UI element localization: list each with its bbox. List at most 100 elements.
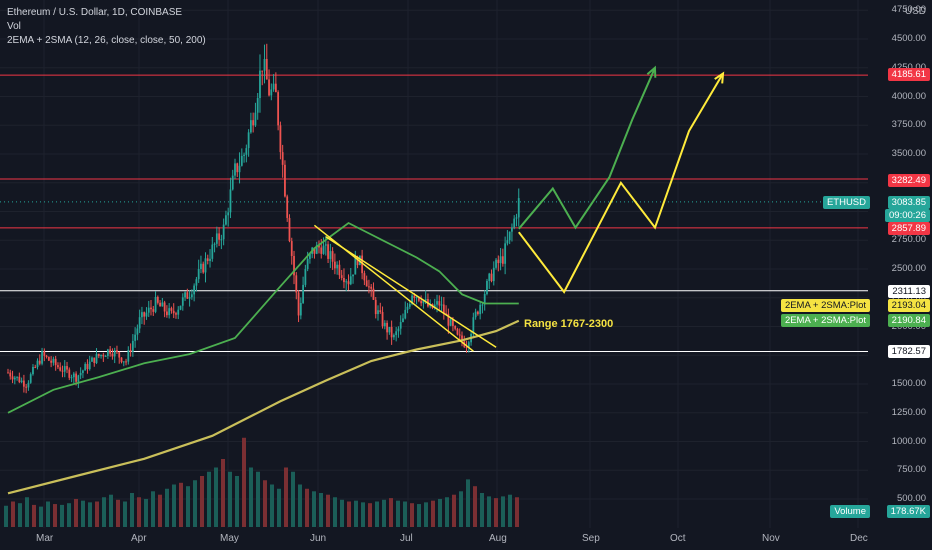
candle-body <box>97 353 100 357</box>
candle-body <box>263 58 266 71</box>
candle-body <box>213 243 216 245</box>
candle-body <box>338 264 341 276</box>
candle-body <box>195 279 198 286</box>
price-tick-label: 4000.00 <box>891 90 926 102</box>
candle-body <box>331 251 334 262</box>
candle-body <box>345 281 348 283</box>
volume-bar <box>424 502 428 527</box>
candle-body <box>211 244 214 259</box>
candle-body <box>499 256 502 264</box>
candle-body <box>32 366 34 375</box>
volume-bar <box>158 494 162 527</box>
candle-body <box>54 358 57 366</box>
candle-body <box>424 298 427 301</box>
candle-body <box>27 382 30 388</box>
candle-body <box>327 244 329 259</box>
candle-body <box>274 83 277 93</box>
volume-bar <box>228 471 232 527</box>
candle-body <box>29 374 32 383</box>
candle-body <box>202 263 205 273</box>
volume-bar <box>221 459 225 527</box>
candle-body <box>36 360 39 368</box>
candle-body <box>166 311 168 316</box>
price-tick-label: 4750.00 <box>891 4 926 16</box>
candle-body <box>329 251 332 259</box>
candle-body <box>390 326 393 338</box>
candle-body <box>411 295 413 304</box>
candle-body <box>297 292 300 316</box>
candle-body <box>279 125 282 153</box>
candle-body <box>234 163 236 176</box>
projection-yellow <box>518 72 724 294</box>
candle-body <box>111 353 114 357</box>
volume-bar <box>382 499 386 527</box>
volume-bar <box>494 498 498 527</box>
volume-bar <box>214 467 218 527</box>
candle-body <box>436 301 438 305</box>
candle-body <box>492 267 495 282</box>
candle-body <box>222 224 225 240</box>
volume-bar <box>305 488 309 527</box>
candle-body <box>256 98 259 113</box>
volume-bar <box>263 480 267 527</box>
candle-body <box>161 302 164 307</box>
candle-body <box>204 258 207 273</box>
candle-body <box>447 313 450 326</box>
currency-label[interactable]: USD <box>904 6 926 17</box>
candle-body <box>511 227 513 232</box>
candle-body <box>247 132 250 149</box>
volume-bar <box>11 501 15 527</box>
candle-body <box>163 302 166 312</box>
volume-bar <box>466 479 470 527</box>
candle-body <box>472 317 475 334</box>
candle-body <box>476 311 479 315</box>
candle-body <box>370 286 373 289</box>
symbol-tag: ETHUSD <box>822 196 870 209</box>
arrowhead-yellow <box>714 71 725 84</box>
price-tick-label: 2750.00 <box>891 234 926 246</box>
candle-body <box>284 164 286 197</box>
horizontal-levels <box>0 74 868 353</box>
time-tick-label: Sep <box>582 533 600 544</box>
candle-body <box>13 377 16 380</box>
candle-body <box>349 276 352 285</box>
candle-body <box>517 198 520 218</box>
candle-body <box>302 284 304 303</box>
projection-green <box>518 67 656 230</box>
candle-body <box>379 310 382 313</box>
candle-body <box>417 297 420 301</box>
volume-bar <box>445 497 449 527</box>
candle-body <box>70 377 73 379</box>
volume-bar <box>347 501 351 527</box>
volume-bar <box>102 497 106 527</box>
price-tick-label: 1250.00 <box>891 406 926 418</box>
volume-bar <box>403 501 407 527</box>
candle-body <box>393 335 395 338</box>
range-annotation: Range 1767-2300 <box>524 318 614 330</box>
volume-bar <box>193 480 197 527</box>
candle-body <box>109 349 112 354</box>
volume-bar <box>137 497 141 527</box>
candle-body <box>104 356 107 358</box>
volume-bar <box>235 476 239 527</box>
candle-body <box>127 349 130 362</box>
candle-body <box>215 233 218 244</box>
candle-body <box>134 334 137 341</box>
candle-body <box>358 255 361 266</box>
volume-bar <box>340 499 344 527</box>
candle-body <box>177 309 180 315</box>
volume-bar <box>200 476 204 527</box>
candle-body <box>483 293 486 305</box>
candle-body <box>43 351 46 356</box>
price-tick-label: 4250.00 <box>866 62 926 73</box>
candle-body <box>141 312 143 318</box>
time-tick-label: Aug <box>489 533 507 544</box>
candle-body <box>399 322 402 329</box>
price-tick-label: 500.00 <box>896 493 926 504</box>
candle-body <box>515 217 518 219</box>
candle-body <box>438 301 441 306</box>
level-tag-3282: 3282.49 <box>887 174 930 187</box>
candle-body <box>18 376 21 383</box>
price-tick-label: 3750.00 <box>891 119 926 131</box>
